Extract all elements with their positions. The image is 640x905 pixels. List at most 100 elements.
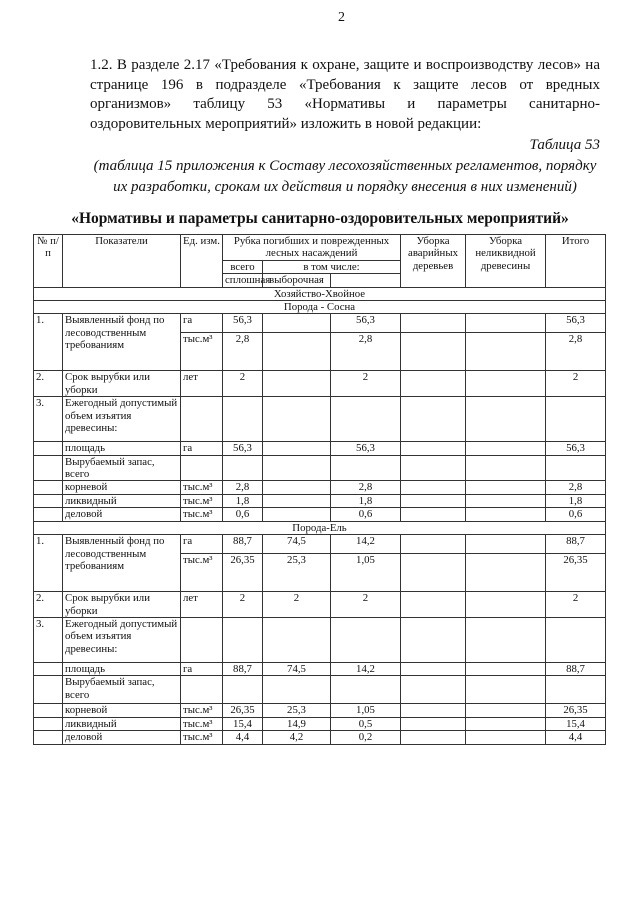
row-indicator: деловой: [62, 507, 181, 522]
row-indicator: Вырубаемый запас, всего: [62, 454, 181, 482]
value-emergency: [400, 730, 467, 745]
value-illiquid: [465, 675, 547, 705]
value-emergency: [400, 507, 467, 522]
value-sum: 56,3: [545, 313, 607, 334]
farm-row: Хозяйство-Хвойное: [32, 286, 607, 302]
header-total: всего: [222, 259, 263, 275]
value-illiquid: [465, 313, 547, 334]
value-illiquid: [465, 480, 547, 495]
value-selective: 0,5: [329, 716, 402, 732]
value-selective: 2,8: [329, 332, 402, 372]
value-emergency: [400, 553, 467, 593]
row-unit: га: [180, 313, 223, 334]
value-emergency: [400, 616, 467, 663]
value-total: 26,35: [222, 553, 263, 593]
value-illiquid: [465, 332, 547, 372]
row-unit: тыс.м³: [180, 730, 223, 745]
row-number: [33, 703, 63, 718]
row-number: 1.: [33, 313, 63, 372]
value-sum: 88,7: [545, 661, 607, 677]
table-row: ликвидный тыс.м³ 15,4 14,9 0,5 15,4: [33, 716, 607, 732]
value-total: [222, 454, 263, 482]
header-indicator: Показатели: [62, 234, 181, 288]
value-illiquid: [465, 591, 547, 618]
table-row: 2. Срок вырубки или уборки лет 2 2 2: [33, 370, 607, 398]
value-emergency: [400, 454, 467, 482]
row-number: [33, 454, 63, 482]
value-selective: [329, 454, 402, 482]
value-total: 56,3: [222, 441, 263, 456]
amendment-paragraph: 1.2. В разделе 2.17 «Требования к охране…: [90, 57, 600, 132]
row-unit: га: [180, 534, 223, 555]
table-row: тыс.м³ 2,8 2,8 2,8: [34, 332, 607, 372]
row-indicator: Срок вырубки или уборки: [62, 591, 181, 618]
header-felling: Рубка погибших и поврежденных лесных нас…: [221, 234, 402, 261]
value-sum: 26,35: [545, 703, 607, 718]
table-row: корневой тыс.м³ 26,35 25,3 1,05 26,35: [33, 703, 607, 718]
value-clear: 25,3: [262, 553, 331, 593]
header-sum: Итого: [545, 234, 607, 288]
row-indicator: корневой: [62, 703, 181, 718]
value-clear: 74,5: [262, 534, 331, 555]
value-total: 26,35: [222, 703, 263, 718]
table-row: деловой тыс.м³ 0,6 0,6 0,6: [33, 507, 607, 522]
row-number: [33, 661, 63, 677]
table-note: (таблица 15 приложения к Составу лесохоз…: [93, 158, 597, 195]
value-illiquid: [465, 534, 547, 555]
value-selective: 1,8: [329, 493, 402, 509]
value-total: 2,8: [222, 332, 263, 372]
value-sum: 26,35: [545, 553, 607, 593]
row-number: 2.: [33, 370, 63, 398]
value-sum: 4,4: [545, 730, 607, 745]
header-unit: Ед. изм.: [180, 234, 223, 288]
value-clear: [262, 454, 331, 482]
value-sum: 2: [545, 591, 607, 618]
row-number: [33, 716, 63, 732]
value-illiquid: [465, 396, 547, 443]
value-illiquid: [465, 730, 547, 745]
table-row: 2. Срок вырубки или уборки лет 2 2 2 2: [33, 591, 607, 618]
value-sum: 88,7: [545, 534, 607, 555]
value-clear: 14,9: [262, 716, 331, 732]
value-clear: 74,5: [262, 661, 331, 677]
table-row: 1. Выявленный фонд по лесоводственным тре…: [33, 313, 607, 372]
value-selective: 14,2: [329, 661, 402, 677]
row-indicator: Срок вырубки или уборки: [62, 370, 181, 398]
value-selective: 1,05: [329, 553, 402, 593]
value-total: 56,3: [222, 313, 263, 334]
row-number: [33, 480, 63, 495]
value-sum: 2,8: [545, 332, 607, 372]
value-emergency: [400, 313, 467, 334]
table-row: тыс.м³ 26,35 25,3 1,05 26,35: [34, 553, 607, 593]
value-sum: [545, 396, 607, 443]
table-title: «Нормативы и параметры санитарно-оздоров…: [71, 210, 569, 227]
value-sum: 2,8: [545, 480, 607, 495]
row-indicator: площадь: [62, 441, 181, 456]
row-unit: [180, 616, 223, 663]
value-selective: 0,2: [329, 730, 402, 745]
value-selective: 1,05: [329, 703, 402, 718]
value-total: 88,7: [222, 661, 263, 677]
value-emergency: [400, 716, 467, 732]
table-row: Вырубаемый запас, всего: [33, 454, 607, 482]
row-unit: тыс.м³: [180, 703, 223, 718]
value-illiquid: [465, 454, 547, 482]
row-unit: [180, 454, 223, 482]
value-total: 15,4: [222, 716, 263, 732]
value-clear: 25,3: [262, 703, 331, 718]
row-unit: тыс.м³: [180, 493, 223, 509]
value-clear: [262, 332, 331, 372]
row-number: 3.: [33, 616, 63, 663]
section-title: Порода-Ель: [32, 520, 607, 536]
section-title: Порода - Сосна: [32, 300, 607, 315]
row-number: 3.: [33, 396, 63, 443]
value-clear: [262, 493, 331, 509]
value-total: [222, 675, 263, 705]
value-emergency: [400, 675, 467, 705]
row-unit: тыс.м³: [180, 716, 223, 732]
table-row: площадь га 88,7 74,5 14,2 88,7: [33, 661, 607, 677]
row-unit: лет: [180, 591, 223, 618]
value-clear: [262, 370, 331, 398]
row-unit: лет: [180, 370, 223, 398]
